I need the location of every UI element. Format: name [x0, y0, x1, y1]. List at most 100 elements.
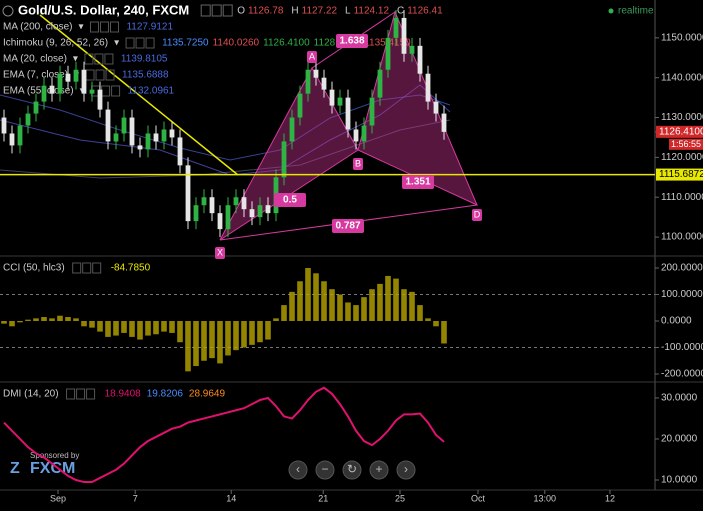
cci-bar [233, 321, 239, 351]
candle-body [193, 205, 199, 222]
indicator-icon[interactable] [105, 69, 115, 81]
y-tick-label: 200.0000 [661, 263, 703, 274]
indicator-icon[interactable] [76, 388, 86, 400]
indicator-icon[interactable] [94, 53, 104, 65]
indicator-icon[interactable] [82, 262, 92, 274]
pattern-point-box [472, 209, 482, 221]
y-tick-label: 1100.0000 [661, 232, 703, 243]
svg-text:›: › [404, 462, 408, 476]
candle-body [289, 117, 295, 142]
cci-bar [249, 321, 255, 345]
indicator-icon[interactable] [72, 262, 82, 274]
pattern-ratio-box [336, 34, 368, 48]
svg-text:−: − [321, 462, 328, 476]
svg-text:↻: ↻ [347, 462, 357, 476]
y-tick-label: 1110.0000 [661, 192, 703, 203]
cci-bar [425, 318, 431, 322]
candle-body [33, 101, 39, 114]
zoom-out-button[interactable] [315, 460, 335, 480]
cci-bar [225, 321, 231, 356]
cci-bar [137, 321, 143, 340]
header-icon[interactable] [211, 4, 222, 17]
ohlc-name: L [345, 6, 351, 17]
cci-bar [73, 318, 79, 322]
y-tick-label: 20.0000 [661, 434, 698, 445]
ohlc-value: 1126.78 [248, 6, 284, 17]
candle-body [129, 117, 135, 146]
indicator-icon[interactable] [104, 53, 114, 65]
candle-body [73, 69, 79, 82]
indicator-icon[interactable] [95, 69, 105, 81]
level-label-box [656, 168, 703, 181]
menu-icon[interactable] [2, 5, 14, 17]
header-icon[interactable] [222, 4, 233, 17]
candle-body [353, 129, 359, 142]
indicator-icon[interactable] [135, 37, 145, 49]
cci-bar [409, 291, 415, 322]
scroll-left-button[interactable] [288, 460, 308, 480]
x-tick-label: 21 [318, 493, 328, 503]
indicator-icon[interactable] [89, 21, 99, 33]
pattern-point-box [353, 158, 363, 170]
candle-body [369, 97, 375, 126]
panel-readout: 28.9649 [189, 389, 226, 400]
candle-body [9, 133, 15, 146]
ema-line [0, 84, 451, 176]
indicator-icon[interactable] [111, 85, 121, 97]
cci-bar [201, 321, 207, 361]
svg-text:+: + [375, 462, 382, 476]
ohlc-value: 1124.12 [354, 6, 390, 17]
y-tick-label: -100.0000 [661, 342, 703, 353]
cci-bar [81, 321, 87, 327]
candle-body [153, 133, 159, 142]
indicator-icon[interactable] [125, 37, 135, 49]
x-tick-label: Sep [50, 493, 66, 503]
candle-body [441, 113, 447, 132]
indicator-value: 1126.4100 [263, 38, 310, 49]
chart-title: Gold/U.S. Dollar, 240, FXCM [18, 2, 189, 17]
ohlc-name: O [237, 6, 245, 17]
candle-body [313, 69, 319, 78]
indicator-icon[interactable] [99, 21, 109, 33]
nav-controls: ‹ − ↻ + › [288, 460, 416, 480]
y-tick-label: 0.0000 [661, 316, 692, 327]
candle-body [265, 205, 271, 214]
reset-button[interactable] [342, 460, 362, 480]
ohlc-name: H [291, 6, 298, 17]
indicator-icon[interactable] [109, 21, 119, 33]
cci-bar [313, 273, 319, 322]
x-tick-label: Oct [471, 493, 486, 503]
pattern-point: X [217, 247, 223, 257]
indicator-value: 1127.9121 [126, 22, 173, 33]
zoom-in-button[interactable] [369, 460, 389, 480]
cci-bar [297, 281, 303, 322]
candle-body [321, 77, 327, 90]
candle-body [337, 97, 343, 106]
indicator-name: EMA (55, close) [3, 86, 74, 97]
indicator-icon[interactable] [66, 388, 76, 400]
pattern-ratio: 0.787 [335, 221, 360, 232]
brand-mark: Z [10, 460, 20, 477]
y-tick-label: 10.0000 [661, 475, 698, 486]
pattern-ratio: 1.351 [405, 177, 430, 188]
candle-body [361, 125, 367, 142]
indicator-name: Ichimoku (9, 26, 52, 26) [3, 38, 108, 49]
cci-bar [89, 321, 95, 328]
cci-bar [185, 321, 191, 372]
candle-body [249, 209, 255, 218]
indicator-icon[interactable] [145, 37, 155, 49]
x-tick-label: 12 [605, 493, 615, 503]
cci-bar [129, 321, 135, 337]
cci-bar [121, 321, 127, 333]
cci-bar [193, 321, 199, 367]
indicator-menu: ▾ [114, 38, 119, 49]
header-icon[interactable] [200, 4, 211, 17]
candle-body [209, 197, 215, 214]
cci-bar [25, 319, 31, 322]
cci-bar [401, 289, 407, 322]
indicator-icon[interactable] [92, 262, 102, 274]
indicator-icon[interactable] [84, 53, 94, 65]
scroll-right-button[interactable] [396, 460, 416, 480]
indicator-icon[interactable] [86, 388, 96, 400]
cci-bar [217, 321, 223, 364]
